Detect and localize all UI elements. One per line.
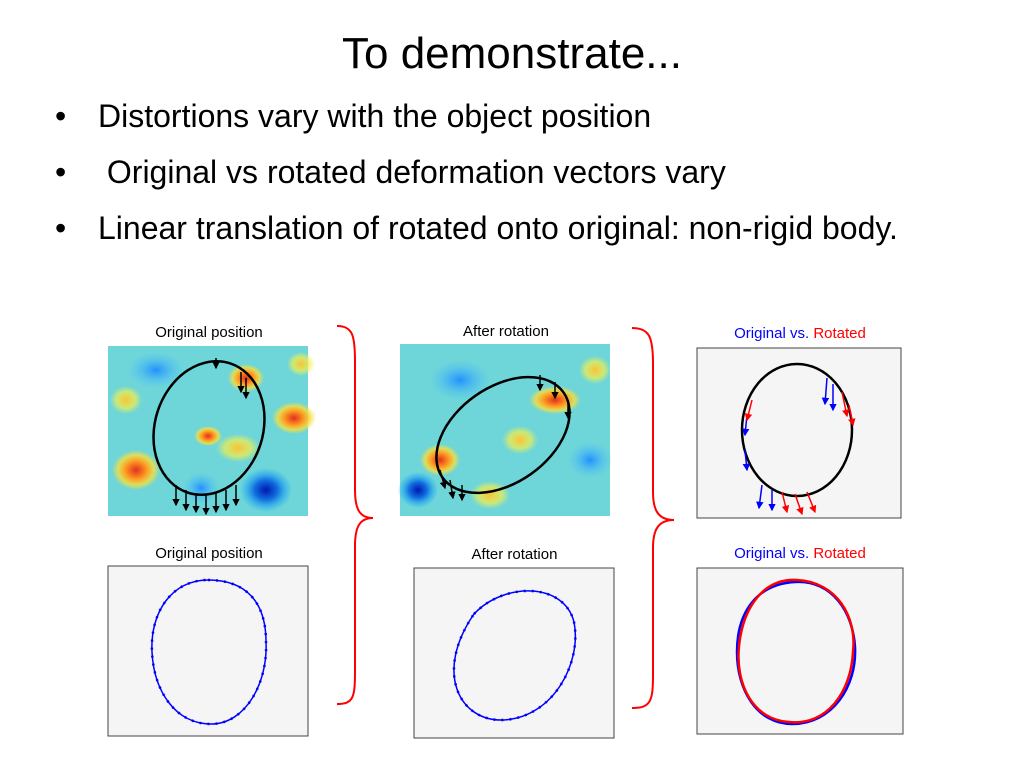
rotated-contour-line bbox=[453, 590, 576, 721]
original-contour-line bbox=[151, 579, 267, 725]
slide-title: To demonstrate... bbox=[342, 29, 682, 78]
bullet-item: • Original vs rotated deformation vector… bbox=[55, 152, 955, 192]
legend-rotated-label: Rotated bbox=[813, 545, 866, 562]
legend-original-label: Original vs. bbox=[734, 325, 810, 342]
bracket-icon bbox=[631, 327, 675, 709]
panel-after-rotation-contour: After rotation bbox=[404, 542, 625, 744]
deformation-vectors bbox=[439, 375, 572, 502]
vector-comparison-figure bbox=[696, 347, 902, 519]
panel-after-rotation-heatmap: After rotation bbox=[390, 320, 622, 522]
panel-title: Original position bbox=[155, 324, 263, 341]
plot-frame bbox=[107, 565, 309, 737]
bullet-text: Linear translation of rotated onto origi… bbox=[98, 210, 898, 246]
contour-figure bbox=[107, 565, 309, 737]
plot-frame bbox=[413, 567, 615, 739]
heatmap-blobs bbox=[110, 352, 316, 512]
legend-rotated-label: Rotated bbox=[813, 325, 866, 342]
deformation-vectors bbox=[172, 358, 250, 516]
panel-title: Original position bbox=[155, 545, 263, 562]
plot-frame bbox=[696, 347, 902, 519]
panel-original-vs-rotated-vectors: Original vs. Rotated bbox=[687, 320, 913, 525]
bullet-item: • Linear translation of rotated onto orig… bbox=[55, 208, 955, 248]
panel-title: After rotation bbox=[471, 546, 558, 563]
panel-original-position-heatmap: Original position bbox=[96, 320, 322, 526]
bullet-dot-icon: • bbox=[55, 154, 67, 190]
panel-original-vs-rotated-contours: Original vs. Rotated bbox=[687, 542, 913, 740]
heatmap-figure bbox=[108, 346, 316, 516]
heatmap-blobs bbox=[398, 356, 612, 509]
rotated-contour bbox=[737, 578, 855, 724]
bullet-dot-icon: • bbox=[55, 98, 67, 134]
heatmap-figure bbox=[398, 344, 612, 516]
bullet-list: • Distortions vary with the object positi… bbox=[55, 96, 955, 264]
contour-comparison-figure bbox=[696, 567, 904, 735]
bullet-text: Original vs rotated deformation vectors … bbox=[98, 154, 726, 190]
panel-original-position-contour: Original position bbox=[96, 542, 322, 742]
panel-title: Original vs. Rotated bbox=[687, 325, 913, 343]
panel-title: Original vs. Rotated bbox=[687, 545, 913, 563]
bullet-text: Distortions vary with the object positio… bbox=[98, 98, 652, 134]
bullet-dot-icon: • bbox=[55, 210, 67, 246]
legend-original-label: Original vs. bbox=[734, 545, 810, 562]
contour-figure bbox=[413, 567, 615, 739]
panel-title: After rotation bbox=[463, 323, 549, 340]
plot-frame bbox=[696, 567, 904, 735]
bracket-icon bbox=[336, 325, 374, 705]
contour-ellipse bbox=[152, 359, 266, 497]
rotated-vectors bbox=[744, 391, 856, 516]
bullet-item: • Distortions vary with the object positi… bbox=[55, 96, 955, 136]
